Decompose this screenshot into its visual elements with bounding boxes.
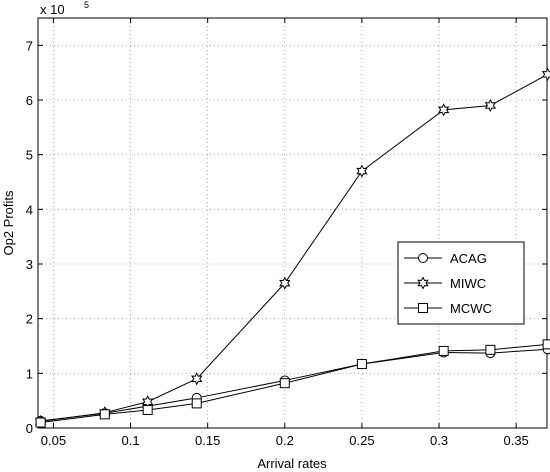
y-tick-label: 1 [26, 366, 33, 381]
point-mcwc [99, 409, 110, 420]
legend: ACAG MIWC MCWC [397, 241, 525, 325]
point-mcwc [485, 344, 496, 355]
series [34, 67, 550, 429]
x-axis-title: Arrival rates [257, 456, 327, 471]
y-axis-title: Op2 Profits [1, 190, 16, 256]
y-tick-label: 5 [26, 148, 33, 163]
x-tick-label: 0.35 [503, 433, 528, 448]
x-tick-label: 0.15 [195, 433, 220, 448]
point-mcwc [279, 378, 290, 389]
y-tick-label: 2 [26, 312, 33, 327]
legend-marker-acag [418, 253, 428, 263]
point-miwc [437, 103, 450, 117]
legend-marker-miwc [417, 276, 429, 290]
point-mcwc [142, 404, 153, 415]
y-tick-label: 0 [26, 421, 33, 436]
point-mcwc [191, 398, 202, 409]
y-axis-multiplier: x 10 [40, 2, 65, 17]
point-mcwc [35, 417, 46, 428]
point-mcwc [438, 345, 449, 356]
grid [38, 18, 547, 428]
y-tick-label: 4 [26, 202, 33, 217]
legend-label-miwc: MIWC [450, 276, 486, 291]
legend-marker-mcwc [418, 303, 428, 313]
point-mcwc [356, 359, 367, 370]
x-tick-label: 0.2 [276, 433, 294, 448]
point-miwc [356, 164, 368, 178]
point-miwc [484, 98, 497, 113]
point-miwc [279, 276, 291, 290]
point-miwc [541, 67, 550, 81]
y-axis-exponent: 5 [84, 0, 89, 10]
legend-label-mcwc: MCWC [450, 301, 492, 316]
ticks: 0.05 0.1 0.15 0.2 0.25 0.3 0.35 0 1 2 3 4 5 6 7 [26, 18, 547, 448]
point-mcwc [542, 339, 550, 350]
y-tick-label: 6 [26, 93, 33, 108]
legend-label-acag: ACAG [450, 251, 487, 266]
x-tick-label: 0.25 [349, 433, 374, 448]
series-mcwc [35, 339, 550, 428]
y-tick-label: 7 [26, 38, 33, 53]
plot-frame [37, 17, 548, 429]
y-tick-label: 3 [26, 257, 33, 272]
point-miwc [191, 372, 203, 386]
x-tick-label: 0.1 [122, 433, 140, 448]
x-tick-label: 0.05 [41, 433, 66, 448]
x-tick-label: 0.3 [430, 433, 448, 448]
